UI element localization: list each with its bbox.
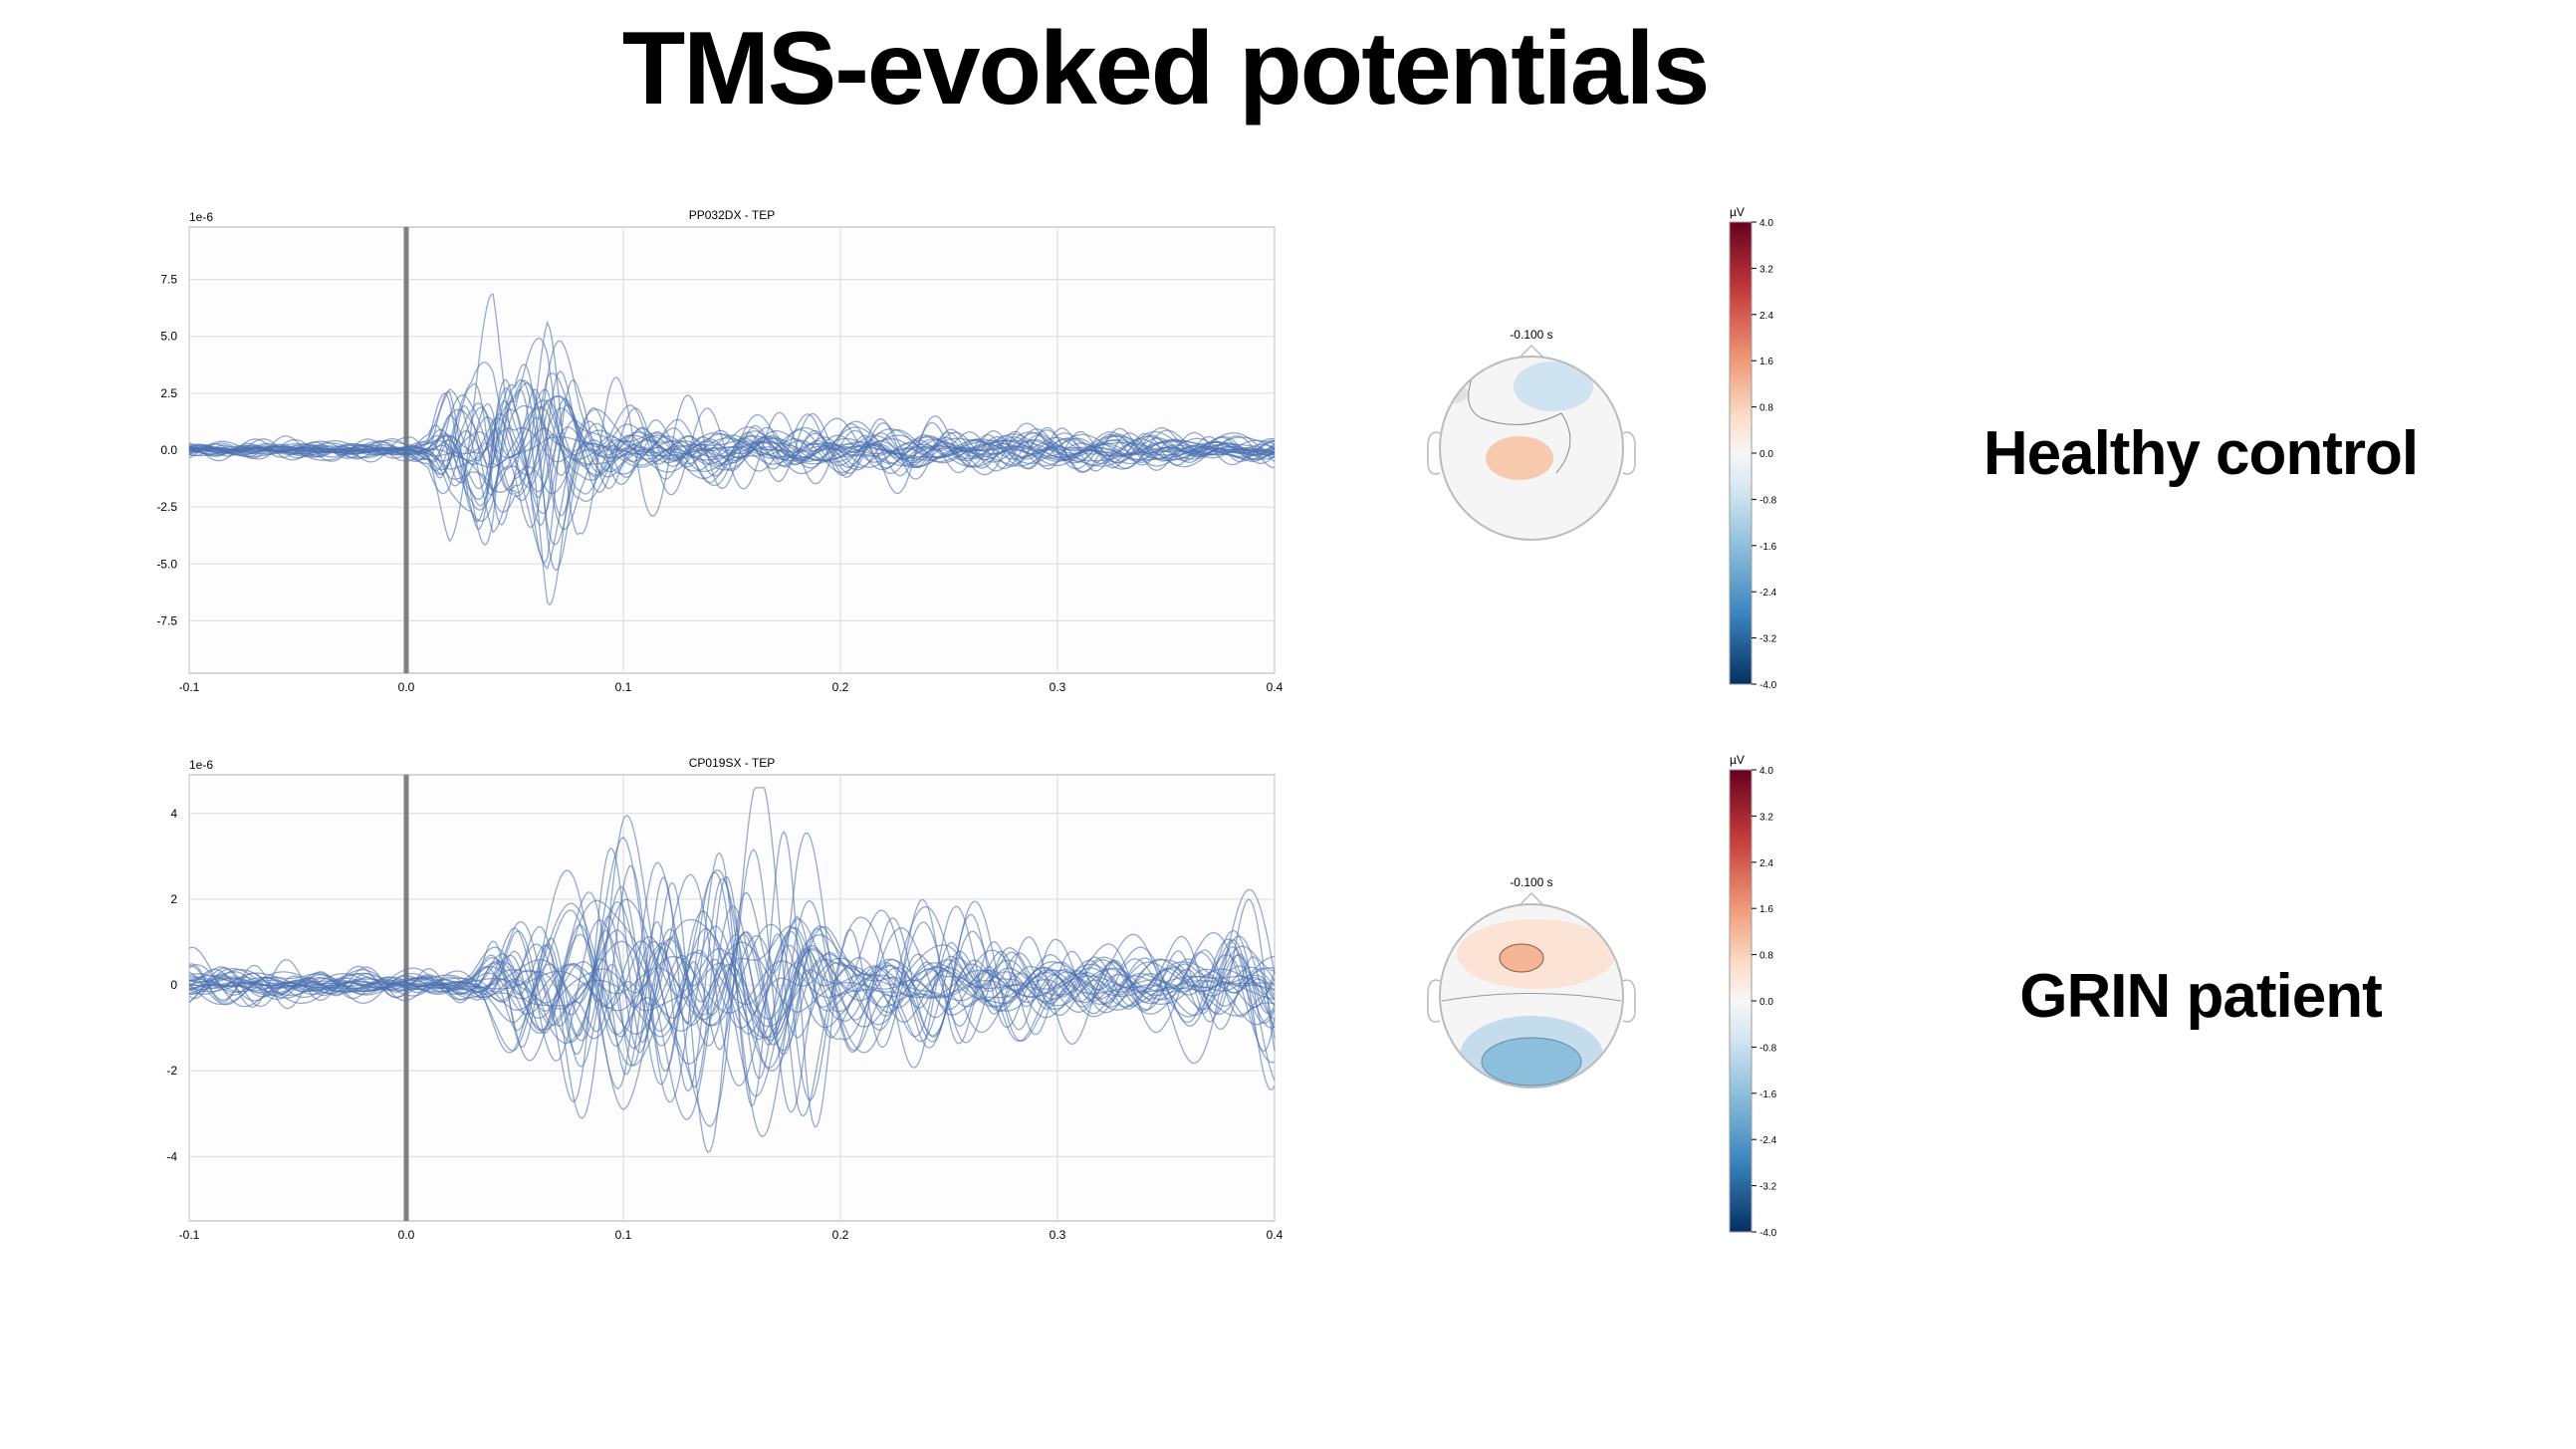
colorbar-unit: µV: [1730, 205, 1745, 219]
colorbar-tick-label: 4.0: [1759, 766, 1773, 777]
y-tick-label: -7.5: [156, 613, 177, 627]
colorbar-tick-label: -3.2: [1759, 634, 1777, 645]
colorbar-tick-label: 2.4: [1759, 311, 1773, 322]
x-tick-label: -0.1: [179, 1228, 200, 1242]
channel-trace: [188, 787, 1276, 1127]
channel-trace: [188, 909, 1276, 1041]
colorbar-tick-label: 0.8: [1759, 403, 1773, 414]
y-tick-label: -5.0: [156, 557, 177, 571]
colorbar-tick-label: 4.0: [1759, 218, 1773, 229]
colorbar-tick-label: -2.4: [1759, 1135, 1777, 1146]
channel-trace: [188, 394, 1276, 481]
head-ear-left: [1427, 431, 1441, 475]
colorbar-tick-label: 0.0: [1759, 449, 1773, 460]
colorbar-unit: µV: [1730, 753, 1745, 767]
y-tick-label: 7.5: [160, 273, 177, 287]
x-tick-label: 0.2: [832, 680, 849, 694]
head-ear-right: [1622, 431, 1636, 475]
colorbar-tick-label: 1.6: [1759, 357, 1773, 367]
colorbar-tick-label: -0.8: [1759, 1043, 1777, 1054]
x-tick-label: 0.0: [398, 1228, 415, 1242]
plot-title: CP019SX - TEP: [689, 756, 775, 770]
row-label-grin-patient: GRIN patient: [2019, 962, 2382, 1031]
x-tick-label: 0.1: [615, 1228, 632, 1242]
y-tick-label: 4: [170, 807, 177, 821]
head-outline: [1439, 903, 1624, 1088]
negative-region: [1514, 362, 1593, 411]
negative-peak: [1481, 1037, 1582, 1087]
y-tick-label: 0: [170, 978, 177, 992]
channel-trace: [188, 381, 1276, 531]
colorbar-tick-label: -0.8: [1759, 495, 1777, 506]
head-nose: [1519, 891, 1544, 906]
channel-traces: [188, 787, 1276, 1153]
slide-title: TMS-evoked potentials: [621, 11, 1711, 126]
colorbar-tick-label: -2.4: [1759, 588, 1777, 599]
x-tick-label: 0.3: [1050, 1228, 1066, 1242]
head-ear-left: [1427, 979, 1441, 1023]
topomap-healthy-control: -0.100 s µV 4.0 3.2 2.4 1.6 0.8 0.0 -0.8 -1.6 -2.4…: [1427, 205, 1777, 691]
colorbar-tick-label: 3.2: [1759, 812, 1773, 823]
colorbar: [1729, 769, 1753, 1233]
colorbar-tick-label: -3.2: [1759, 1182, 1777, 1193]
colorbar-tick-label: -1.6: [1759, 1089, 1777, 1100]
channel-trace: [188, 394, 1276, 513]
channel-trace: [188, 847, 1276, 1153]
head-nose: [1519, 344, 1544, 359]
channel-traces: [188, 293, 1276, 606]
x-tick-label: 0.2: [832, 1228, 849, 1242]
x-tick-label: 0.4: [1267, 1228, 1284, 1242]
x-tick-label: 0.3: [1050, 680, 1066, 694]
channel-trace: [188, 877, 1276, 1101]
y-tick-label: -2: [166, 1064, 177, 1078]
x-tick-label: 0.0: [398, 680, 415, 694]
colorbar-tick-label: 1.6: [1759, 904, 1773, 915]
x-tick-label: -0.1: [179, 680, 200, 694]
y-tick-label: 5.0: [160, 330, 177, 344]
row-label-healthy-control: Healthy control: [1983, 419, 2419, 488]
contour-line: [1441, 993, 1622, 1002]
tep-plot-healthy-control: PP032DX - TEP 1e-6 -0.1 0.0 0.1 0.2 0.3 0.4 7.5 5…: [156, 208, 1284, 694]
plot-title: PP032DX - TEP: [689, 208, 775, 222]
head-ear-right: [1622, 979, 1636, 1023]
y-tick-label: -2.5: [156, 500, 177, 514]
colorbar-tick-label: 0.8: [1759, 951, 1773, 962]
channel-trace: [188, 320, 1276, 536]
tep-plot-grin-patient: CP019SX - TEP 1e-6 -0.1 0.0 0.1 0.2 0.3 0.4 4 2 0 -…: [166, 756, 1284, 1242]
colorbar: [1729, 221, 1753, 685]
topomap-grin-patient: -0.100 s µV 4.0 3.2 2.4 1.6 0.8 0.0 -0.8 -1.6 -2.4…: [1427, 753, 1777, 1239]
colorbar-tick-label: -4.0: [1759, 1228, 1777, 1239]
colorbar-tick-label: 2.4: [1759, 858, 1773, 869]
x-tick-label: 0.4: [1267, 680, 1284, 694]
axis-offset-label: 1e-6: [189, 758, 213, 772]
channel-trace: [188, 873, 1276, 1087]
colorbar-tick-label: -1.6: [1759, 542, 1777, 553]
contour-line: [1468, 377, 1571, 474]
colorbar-tick-label: 0.0: [1759, 997, 1773, 1008]
colorbar-tick-label: 3.2: [1759, 264, 1773, 275]
colorbar-tick-label: -4.0: [1759, 680, 1777, 691]
topomap-time-label: -0.100 s: [1510, 875, 1552, 889]
head-outline: [1439, 356, 1624, 541]
axis-offset-label: 1e-6: [189, 210, 213, 224]
x-tick-label: 0.1: [615, 680, 632, 694]
positive-peak: [1499, 943, 1544, 973]
positive-region: [1486, 436, 1553, 480]
y-tick-label: 2.5: [160, 386, 177, 400]
y-tick-label: 0.0: [160, 443, 177, 457]
y-tick-label: -4: [166, 1149, 177, 1163]
y-tick-label: 2: [170, 892, 177, 906]
topomap-time-label: -0.100 s: [1510, 328, 1552, 342]
channel-trace: [188, 340, 1276, 502]
channel-trace: [188, 955, 1276, 1014]
channel-trace: [189, 933, 1276, 1040]
